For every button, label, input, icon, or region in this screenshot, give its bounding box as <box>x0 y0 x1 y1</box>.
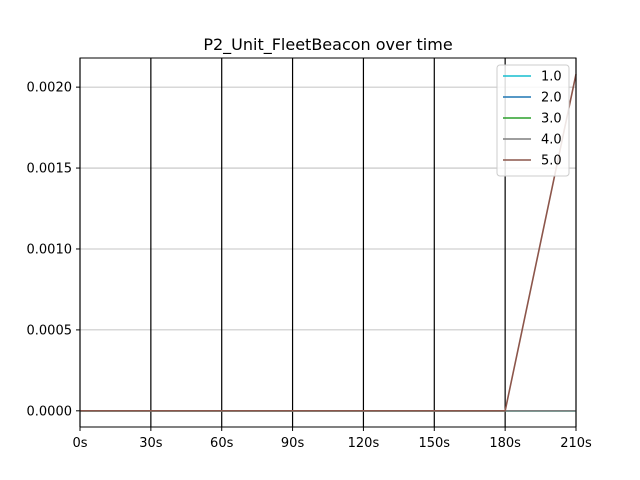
y-tick-label-2: 0.0010 <box>27 242 73 257</box>
x-tick-label-5: 150s <box>418 436 450 451</box>
y-tick-label-4: 0.0020 <box>27 81 73 96</box>
legend-box <box>496 64 570 177</box>
series-line-5.0 <box>80 74 577 412</box>
x-tick-label-4: 120s <box>348 436 380 451</box>
x-tick-label-7: 210s <box>560 436 592 451</box>
legend-label-1.0: 1.0 <box>541 70 562 85</box>
chart-title: P2_Unit_FleetBeacon over time <box>203 35 452 55</box>
y-tick-label-3: 0.0015 <box>27 162 73 177</box>
x-tick-label-2: 60s <box>210 436 234 451</box>
legend-label-4.0: 4.0 <box>541 133 562 148</box>
y-tick-label-1: 0.0005 <box>27 323 73 338</box>
legend-label-2.0: 2.0 <box>541 91 562 106</box>
legend: 1.0 2.0 3.0 4.0 5.0 <box>496 64 570 177</box>
axes-frame <box>79 57 577 428</box>
legend-label-5.0: 5.0 <box>541 154 562 169</box>
x-tick-label-0: 0s <box>72 436 87 451</box>
legend-label-3.0: 3.0 <box>541 112 562 127</box>
x-tick-label-3: 90s <box>281 436 305 451</box>
plot-area: 0.0000 0.0005 0.0010 0.0015 0.0020 0s 30s 60s 90… <box>27 57 592 451</box>
x-tick-label-6: 180s <box>489 436 521 451</box>
x-tick-label-1: 30s <box>139 436 163 451</box>
y-tick-label-0: 0.0000 <box>27 404 73 419</box>
